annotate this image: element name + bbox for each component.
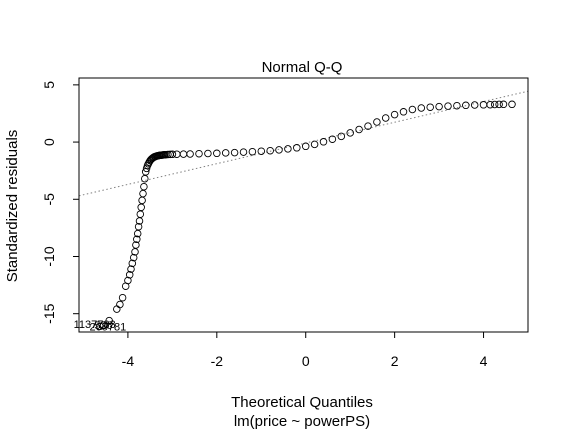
- data-point: [508, 100, 516, 109]
- y-tick-label: 5: [41, 81, 57, 89]
- data-point: [293, 144, 301, 152]
- data-point: [426, 103, 434, 111]
- x-axis: -4 -2 0 2 4: [122, 331, 488, 369]
- data-point: [248, 147, 257, 156]
- x-tick-label: 0: [302, 353, 310, 369]
- data-point: [96, 322, 104, 331]
- data-point: [301, 142, 310, 151]
- data-point: [129, 253, 138, 262]
- x-tick-label: 4: [480, 353, 488, 369]
- data-point: [221, 149, 230, 157]
- chart-title: Normal Q-Q: [262, 59, 343, 76]
- data-point: [435, 102, 443, 111]
- data-point: [213, 149, 221, 158]
- data-point: [257, 147, 266, 155]
- data-point: [364, 122, 372, 130]
- data-point: [499, 100, 508, 109]
- data-point: [355, 125, 363, 134]
- data-point: [266, 146, 274, 155]
- x-axis-label: Theoretical Quantiles: [231, 394, 373, 411]
- data-point: [134, 222, 143, 231]
- data-point: [239, 148, 248, 156]
- data-point: [381, 114, 390, 122]
- data-point: [470, 101, 479, 109]
- data-point: [168, 150, 177, 159]
- data-point: [346, 129, 354, 137]
- data-point: [105, 316, 113, 325]
- data-point: [125, 271, 134, 279]
- x-tick-label: -4: [122, 353, 135, 369]
- data-point: [495, 100, 503, 109]
- y-tick-label: 0: [41, 138, 57, 146]
- data-point: [462, 101, 470, 110]
- data-point: [390, 110, 399, 119]
- data-point: [453, 101, 461, 110]
- data-point: [204, 149, 212, 158]
- data-point: [490, 100, 499, 109]
- data-point: [310, 140, 319, 149]
- outlier-label: 526: [94, 320, 112, 332]
- y-tick-label: -15: [41, 303, 57, 323]
- data-point: [275, 146, 283, 154]
- outlier-label: 1137783: [74, 319, 116, 331]
- data-point: [284, 145, 292, 153]
- data-point: [116, 300, 124, 309]
- outlier-label: 265781: [90, 321, 127, 333]
- y-tick-label: -5: [41, 193, 57, 206]
- y-tick-label: -10: [41, 246, 57, 266]
- model-subtitle: lm(price ~ powerPS): [234, 413, 370, 430]
- data-point: [319, 138, 328, 146]
- data-point: [128, 259, 137, 268]
- x-tick-label: 2: [391, 353, 399, 369]
- data-point: [186, 150, 194, 158]
- data-point: [230, 148, 239, 157]
- data-points: [96, 100, 516, 331]
- data-point: [399, 108, 408, 116]
- data-point: [486, 100, 494, 109]
- data-point: [328, 135, 337, 143]
- data-point: [142, 164, 151, 173]
- data-point: [337, 132, 346, 141]
- data-point: [127, 265, 135, 273]
- data-point: [444, 102, 452, 110]
- data-point: [118, 293, 127, 302]
- data-point: [99, 321, 108, 329]
- data-point: [133, 235, 141, 244]
- data-point: [417, 104, 426, 112]
- data-point: [124, 276, 132, 285]
- data-point: [140, 182, 148, 191]
- data-point: [195, 149, 203, 158]
- data-point: [164, 150, 172, 159]
- reference-line-group: [78, 90, 529, 197]
- data-point: [373, 118, 381, 126]
- y-axis-label: Standardized residuals: [4, 130, 21, 283]
- data-point: [132, 241, 140, 249]
- x-tick-label: -2: [211, 353, 224, 369]
- reference-line: [78, 90, 529, 197]
- y-axis: -15 -10 -5 0 5: [41, 81, 80, 324]
- data-point: [408, 105, 417, 114]
